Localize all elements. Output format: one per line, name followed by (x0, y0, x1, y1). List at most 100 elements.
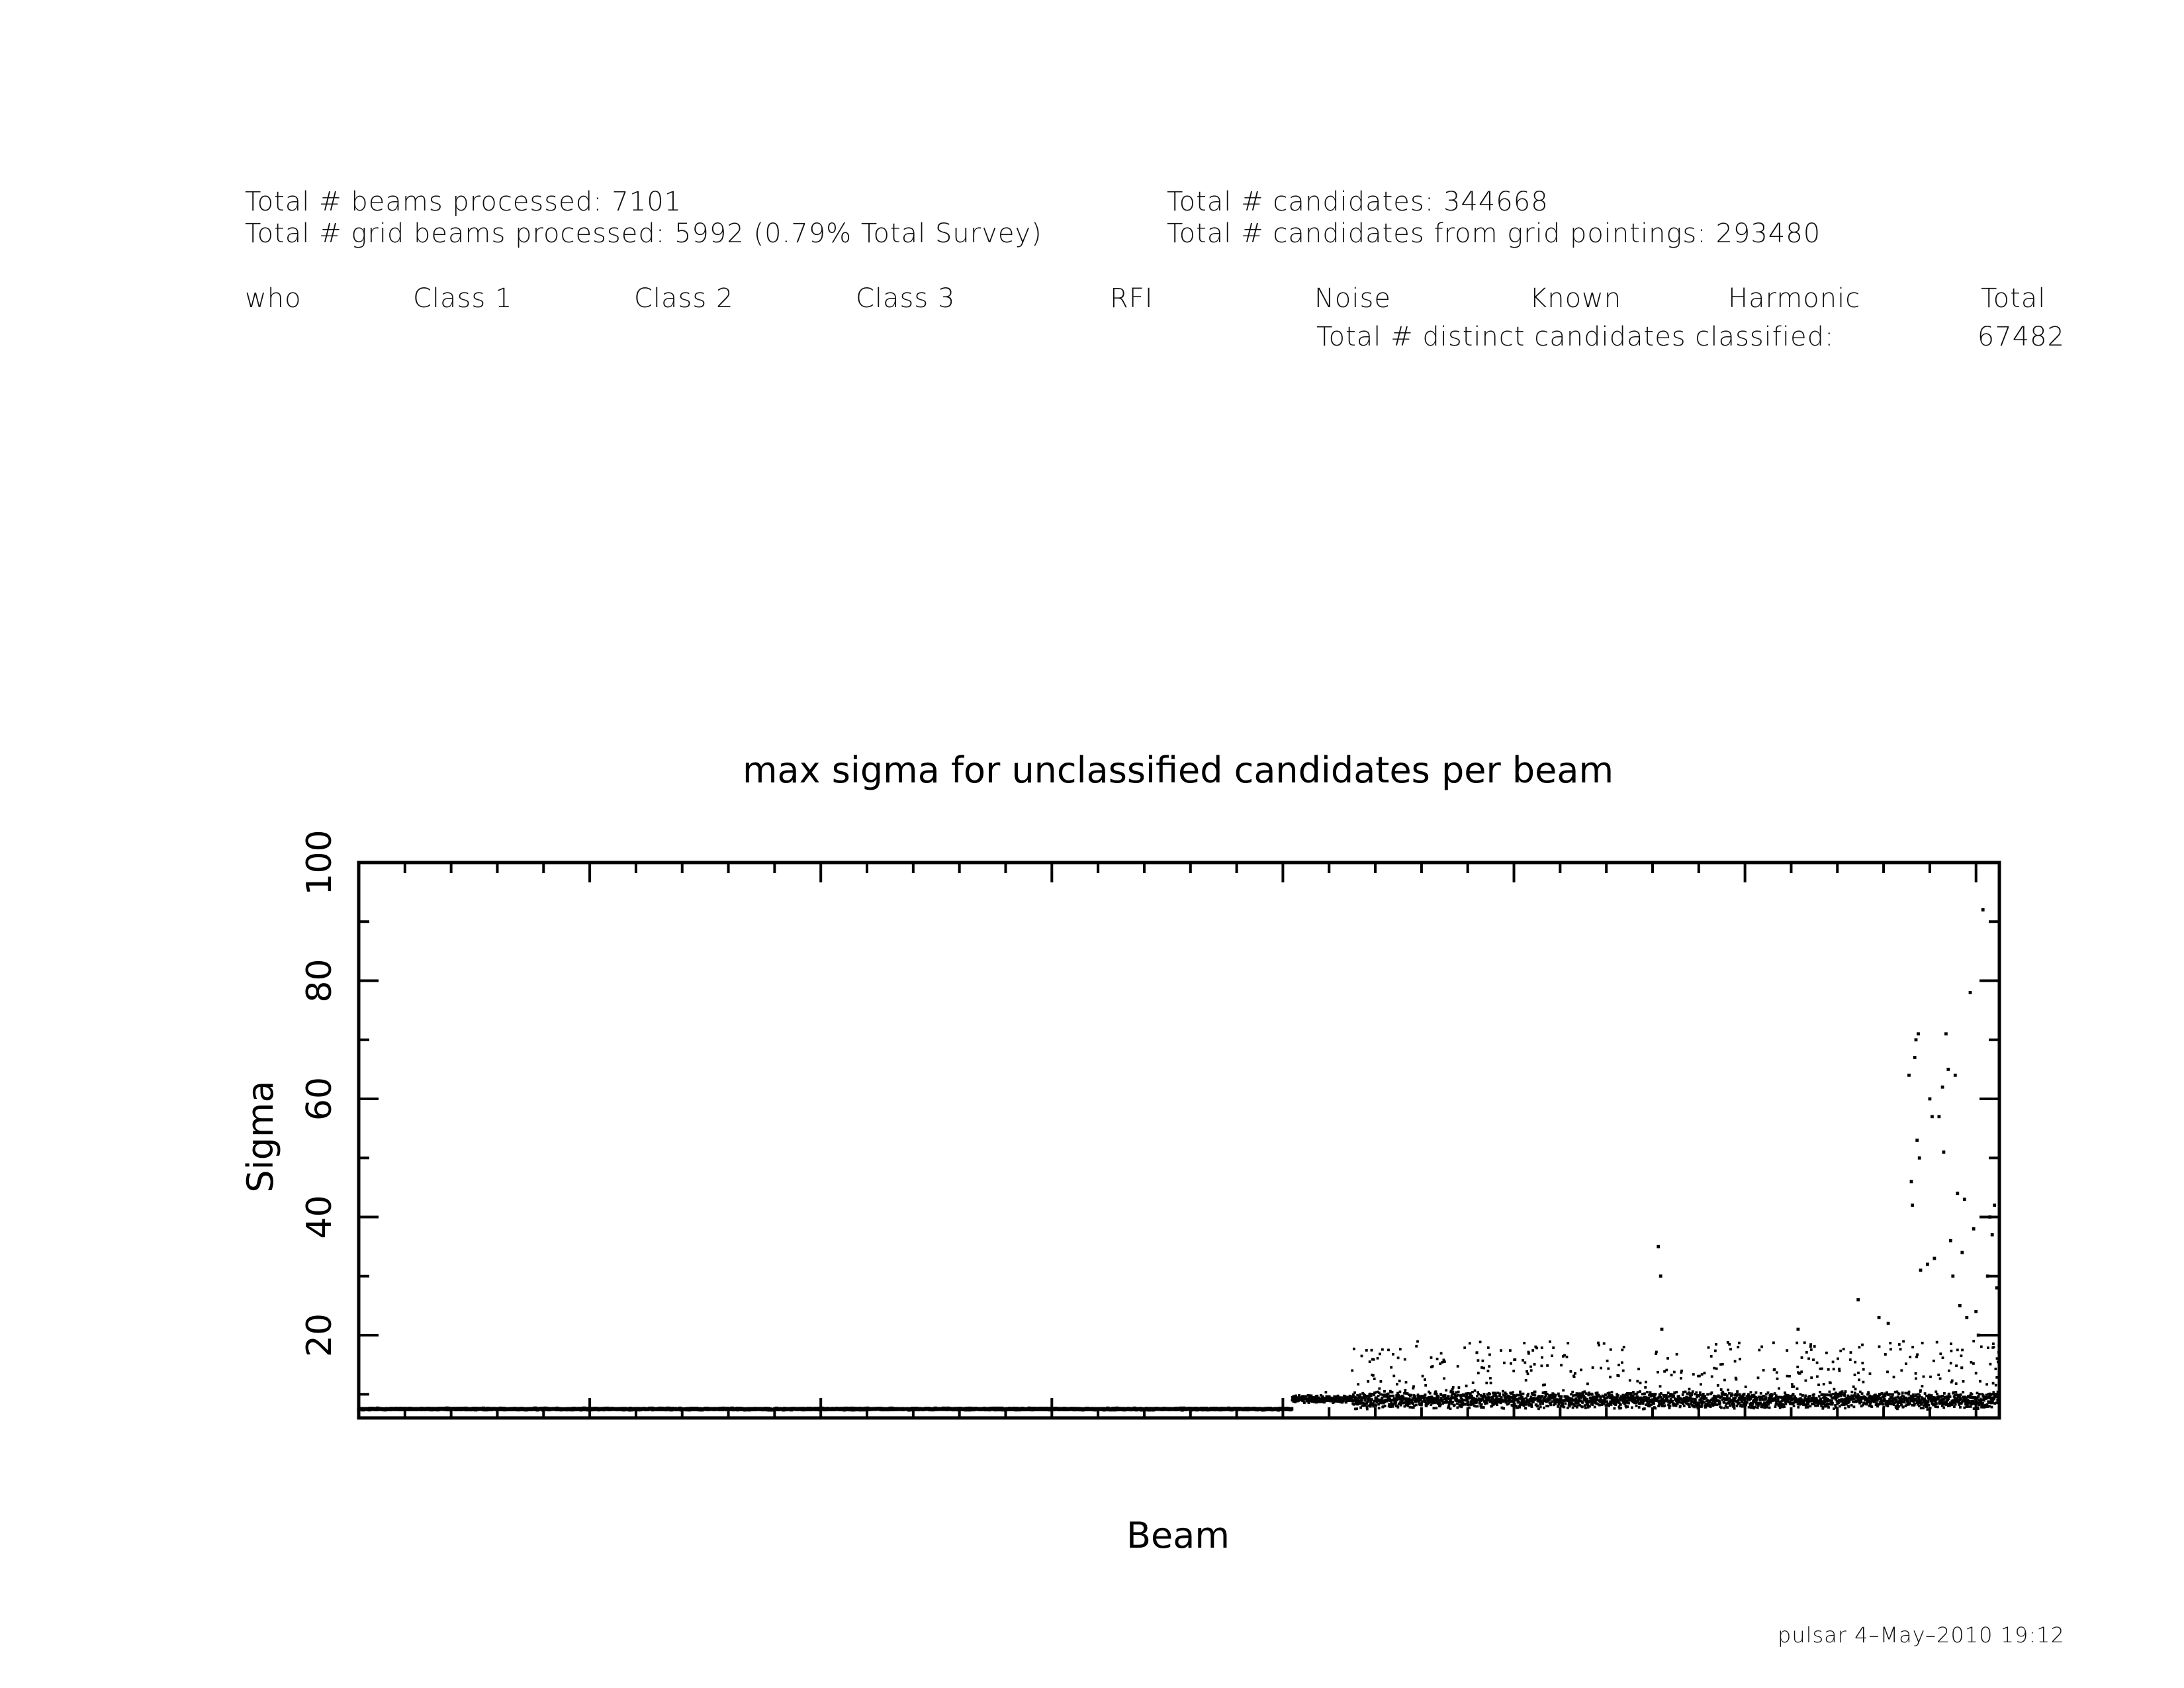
data-point (1810, 1376, 1813, 1380)
data-point (1762, 1398, 1764, 1401)
data-point (1687, 1403, 1690, 1407)
data-point (1821, 1406, 1825, 1409)
data-point (1426, 1398, 1429, 1401)
data-point (1788, 1375, 1791, 1378)
data-point (1424, 1393, 1427, 1396)
data-point (1610, 1397, 1613, 1400)
data-point (1946, 1402, 1950, 1405)
data-point (1861, 1343, 1864, 1346)
data-point (1708, 1399, 1711, 1403)
data-point (1303, 1401, 1306, 1405)
data-point (1635, 1392, 1638, 1395)
data-point (1512, 1391, 1514, 1394)
data-point (1581, 1405, 1584, 1409)
data-point (1819, 1367, 1822, 1370)
data-point (1569, 1399, 1572, 1403)
data-point (1383, 1395, 1386, 1398)
data-point (1396, 1391, 1399, 1395)
data-point (1432, 1407, 1435, 1410)
data-point (1827, 1406, 1830, 1409)
data-point (1725, 1402, 1728, 1405)
data-point (1760, 1397, 1764, 1399)
data-point (1848, 1400, 1851, 1403)
distinct-candidates-value: 67482 (1977, 322, 2065, 352)
data-point (1668, 1404, 1672, 1407)
data-point (1838, 1405, 1841, 1408)
data-point (1548, 1394, 1551, 1397)
data-point (1462, 1399, 1465, 1402)
data-point (1549, 1340, 1551, 1343)
data-point (1882, 1403, 1885, 1406)
data-point (1500, 1349, 1502, 1352)
data-point (1359, 1393, 1362, 1396)
data-point (1645, 1397, 1648, 1400)
data-point (1554, 1402, 1557, 1405)
data-point (1324, 1399, 1327, 1402)
data-point (1408, 1393, 1410, 1396)
data-point (1338, 1396, 1342, 1399)
data-point (1439, 1403, 1442, 1407)
data-point (1429, 1397, 1432, 1401)
data-point (1801, 1393, 1804, 1397)
data-point (1651, 1394, 1655, 1397)
data-point (1569, 1370, 1572, 1373)
data-point (1396, 1383, 1398, 1385)
data-point (1340, 1398, 1343, 1401)
data-point (1941, 1395, 1944, 1397)
data-point (1388, 1394, 1392, 1397)
data-point (1752, 1395, 1755, 1399)
data-point (1617, 1401, 1621, 1404)
data-point (1896, 1403, 1899, 1406)
data-point (1377, 1403, 1380, 1406)
data-point (1868, 1404, 1871, 1407)
data-point (1367, 1404, 1370, 1407)
data-point (1895, 1399, 1898, 1401)
data-point (1751, 1405, 1754, 1409)
data-point (1408, 1405, 1412, 1409)
data-point (1316, 1394, 1319, 1397)
data-point (1884, 1400, 1888, 1403)
data-point (1827, 1399, 1830, 1402)
data-point (1479, 1405, 1482, 1407)
data-point (1529, 1398, 1532, 1401)
data-point (1833, 1407, 1835, 1410)
data-point (1526, 1394, 1529, 1397)
data-point (1744, 1385, 1747, 1388)
data-point (1482, 1395, 1484, 1397)
data-point (1573, 1393, 1576, 1397)
data-point (1441, 1399, 1444, 1403)
data-point (1594, 1399, 1598, 1402)
data-point (1687, 1399, 1690, 1402)
data-point (1445, 1389, 1448, 1392)
data-point (1526, 1399, 1529, 1403)
data-point (1390, 1391, 1394, 1394)
data-point (1852, 1405, 1856, 1409)
data-point (1915, 1393, 1918, 1396)
data-point (1821, 1393, 1824, 1396)
data-point (1704, 1395, 1707, 1397)
data-point (1768, 1406, 1771, 1409)
data-point (1477, 1359, 1480, 1362)
data-point (1843, 1397, 1846, 1401)
data-point (1581, 1401, 1584, 1404)
data-point (1604, 1399, 1607, 1403)
data-point (1660, 1392, 1662, 1395)
data-point (1360, 1354, 1363, 1358)
data-point (1734, 1396, 1737, 1399)
data-point (1619, 1407, 1623, 1410)
data-point (1690, 1393, 1693, 1397)
data-point (1804, 1379, 1807, 1382)
data-point (1797, 1405, 1800, 1409)
data-point (1738, 1341, 1741, 1344)
data-point (1689, 1395, 1692, 1399)
data-point (1551, 1400, 1554, 1403)
data-point (1551, 1354, 1553, 1358)
data-point (1813, 1399, 1817, 1402)
data-point (1778, 1387, 1780, 1390)
data-point (1451, 1391, 1455, 1393)
data-point (1800, 1356, 1803, 1359)
data-point (1469, 1394, 1472, 1397)
data-point (1957, 1401, 1960, 1405)
data-point (1623, 1400, 1626, 1403)
data-point (1381, 1348, 1384, 1351)
